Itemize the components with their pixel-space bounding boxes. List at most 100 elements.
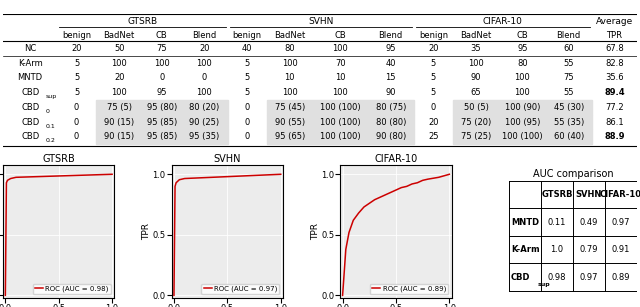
Text: 100 (100): 100 (100) [320,103,360,112]
Text: CB: CB [156,31,168,40]
Text: 25: 25 [428,132,438,141]
Text: 5: 5 [244,88,250,97]
Text: 65: 65 [470,88,481,97]
Text: 100: 100 [468,59,484,68]
Text: 0.49: 0.49 [580,218,598,227]
Text: BadNet: BadNet [460,31,492,40]
Text: 70: 70 [335,59,346,68]
Text: 80: 80 [517,59,527,68]
Text: BadNet: BadNet [104,31,135,40]
Text: 20: 20 [428,44,438,53]
Text: BadNet: BadNet [274,31,305,40]
Text: Blend: Blend [557,31,581,40]
Text: 75: 75 [563,73,574,82]
Text: MNTD: MNTD [17,73,43,82]
Text: 95: 95 [157,88,167,97]
Text: 95 (35): 95 (35) [189,132,220,141]
Text: CBD: CBD [21,88,39,97]
Text: 90: 90 [385,88,396,97]
Text: sup: sup [46,94,57,99]
Text: 0: 0 [244,103,250,112]
Text: Blend: Blend [379,31,403,40]
Text: 75: 75 [156,44,167,53]
Text: CIFAR-10: CIFAR-10 [600,190,640,199]
Text: 95 (80): 95 (80) [147,103,177,112]
Text: 5: 5 [244,73,250,82]
Y-axis label: TPR: TPR [310,223,320,240]
Text: 100 (90): 100 (90) [505,103,540,112]
Text: 100: 100 [111,59,127,68]
Text: 95 (65): 95 (65) [275,132,305,141]
Text: 20: 20 [114,73,124,82]
Bar [266,115,414,129]
Text: 60: 60 [563,44,574,53]
Text: 77.2: 77.2 [605,103,623,112]
Legend: ROC (AUC = 0.89): ROC (AUC = 0.89) [370,284,448,294]
Text: CBD: CBD [21,132,39,141]
Text: 89.4: 89.4 [604,88,625,97]
Text: 95 (85): 95 (85) [147,118,177,126]
Text: 100 (100): 100 (100) [502,132,543,141]
Text: 50: 50 [114,44,124,53]
Text: Blend: Blend [192,31,216,40]
Text: CB: CB [516,31,528,40]
Text: 90: 90 [470,73,481,82]
Text: GTSRB: GTSRB [127,17,157,26]
Text: CB: CB [334,31,346,40]
Text: 0.79: 0.79 [580,245,598,254]
Text: MNTD: MNTD [511,218,539,227]
Text: CBD: CBD [510,273,530,282]
Text: 0: 0 [244,118,250,126]
Text: 0.11: 0.11 [548,218,566,227]
Text: 0: 0 [74,103,79,112]
Text: 0.97: 0.97 [612,218,630,227]
Text: 5: 5 [74,73,79,82]
Text: 80: 80 [284,44,295,53]
Text: 55: 55 [563,59,574,68]
Legend: ROC (AUC = 0.98): ROC (AUC = 0.98) [33,284,111,294]
Text: 95 (85): 95 (85) [147,132,177,141]
Text: 95: 95 [517,44,527,53]
Bar [266,129,414,144]
Text: 35: 35 [470,44,481,53]
Text: 90 (15): 90 (15) [104,132,134,141]
Text: 35.6: 35.6 [605,73,623,82]
Text: 100 (95): 100 (95) [505,118,540,126]
Text: 100: 100 [154,59,170,68]
Text: AUC comparison: AUC comparison [532,169,613,179]
Text: 10: 10 [335,73,346,82]
Text: 0: 0 [202,73,207,82]
Text: 15: 15 [385,73,396,82]
Bar [96,115,228,129]
Text: 60 (40): 60 (40) [554,132,584,141]
Text: 90 (25): 90 (25) [189,118,220,126]
Text: 0: 0 [244,132,250,141]
Text: 80 (80): 80 (80) [376,118,406,126]
Text: 86.1: 86.1 [605,118,623,126]
Text: 0.97: 0.97 [580,273,598,282]
Text: 40: 40 [242,44,252,53]
Text: 100: 100 [515,88,530,97]
Text: CBD: CBD [21,103,39,112]
Text: 100: 100 [196,88,212,97]
Text: SVHN: SVHN [308,17,333,26]
Text: GTSRB: GTSRB [541,190,573,199]
Text: K-Arm: K-Arm [18,59,42,68]
Text: 20: 20 [428,118,438,126]
Text: 88.9: 88.9 [604,132,625,141]
Text: benign: benign [62,31,91,40]
Text: 90 (55): 90 (55) [275,118,305,126]
Text: 100: 100 [515,73,530,82]
Text: 0: 0 [159,73,164,82]
Text: 0.89: 0.89 [612,273,630,282]
Text: Average: Average [596,17,633,26]
Text: sup: sup [538,282,550,287]
Text: 0.2: 0.2 [46,138,56,143]
Text: 0.98: 0.98 [548,273,566,282]
Title: CIFAR-10: CIFAR-10 [374,154,418,164]
Text: 80 (20): 80 (20) [189,103,220,112]
Y-axis label: TPR: TPR [142,223,151,240]
Bar [452,129,592,144]
Text: 75 (20): 75 (20) [461,118,491,126]
Text: 100: 100 [196,59,212,68]
